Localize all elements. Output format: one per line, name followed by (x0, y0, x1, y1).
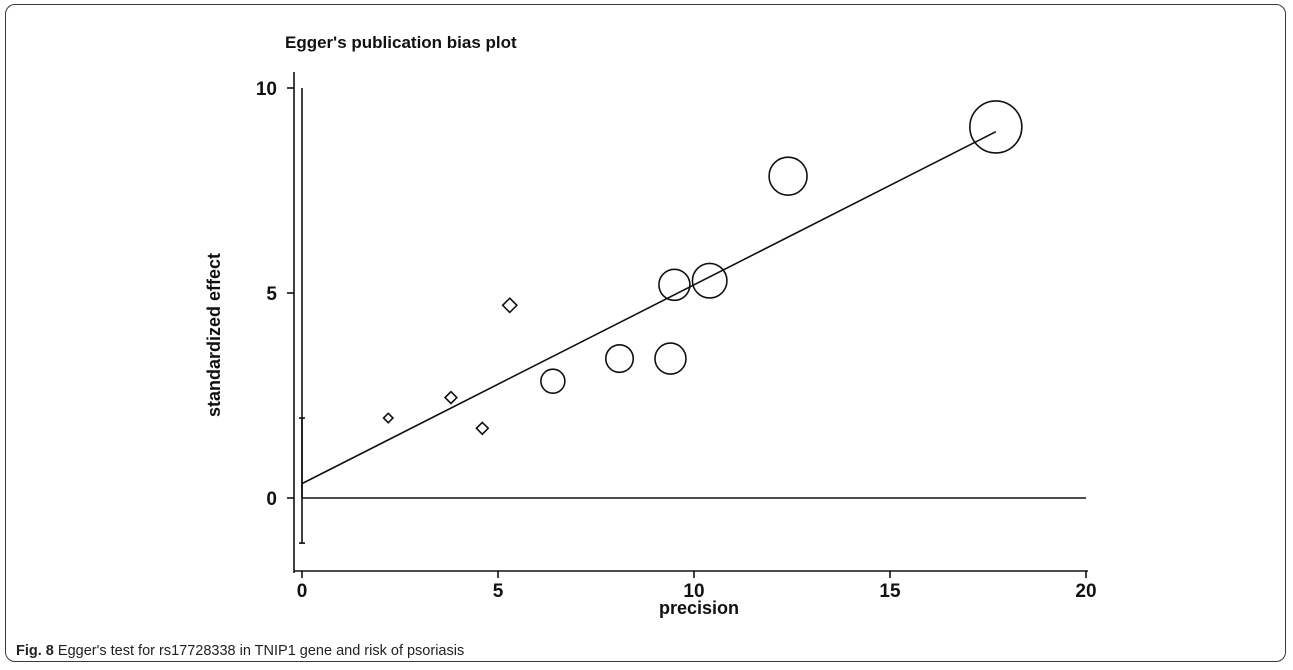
data-points (382, 100, 1023, 436)
data-point (969, 100, 1023, 154)
data-point (654, 342, 687, 375)
regression (301, 130, 997, 485)
y-tick-label: 5 (266, 284, 277, 305)
figure-frame: Egger's publication bias plot precision … (5, 4, 1286, 662)
data-point (475, 421, 490, 436)
x-tick-label: 10 (683, 581, 704, 602)
data-point (443, 390, 458, 405)
x-tick-label: 5 (493, 581, 504, 602)
data-point (382, 412, 395, 424)
data-point (540, 368, 566, 394)
y-tick-label: 0 (266, 489, 277, 510)
egger-plot: Egger's publication bias plot precision … (204, 33, 1097, 618)
x-tick-label: 20 (1075, 581, 1096, 602)
y-tick-label: 10 (256, 79, 277, 100)
x-axis-title: precision (659, 598, 739, 618)
axes: 0 5 10 15 20 0 5 10 (256, 72, 1097, 602)
data-point (768, 156, 808, 196)
data-point (604, 344, 635, 374)
data-point (658, 268, 691, 302)
x-tick-label: 0 (297, 581, 308, 602)
caption-label: Fig. 8 (16, 643, 54, 659)
regression-line (301, 130, 997, 485)
caption-text: Egger's test for rs17728338 in TNIP1 gen… (57, 643, 465, 659)
figure-caption: Fig. 8 Egger's test for rs17728338 in TN… (16, 643, 464, 659)
reference-lines (299, 88, 1086, 544)
data-point (691, 262, 728, 299)
data-point (501, 297, 518, 314)
y-axis-title: standardized effect (204, 253, 224, 417)
x-tick-label: 15 (879, 581, 901, 602)
chart-title: Egger's publication bias plot (285, 33, 517, 52)
